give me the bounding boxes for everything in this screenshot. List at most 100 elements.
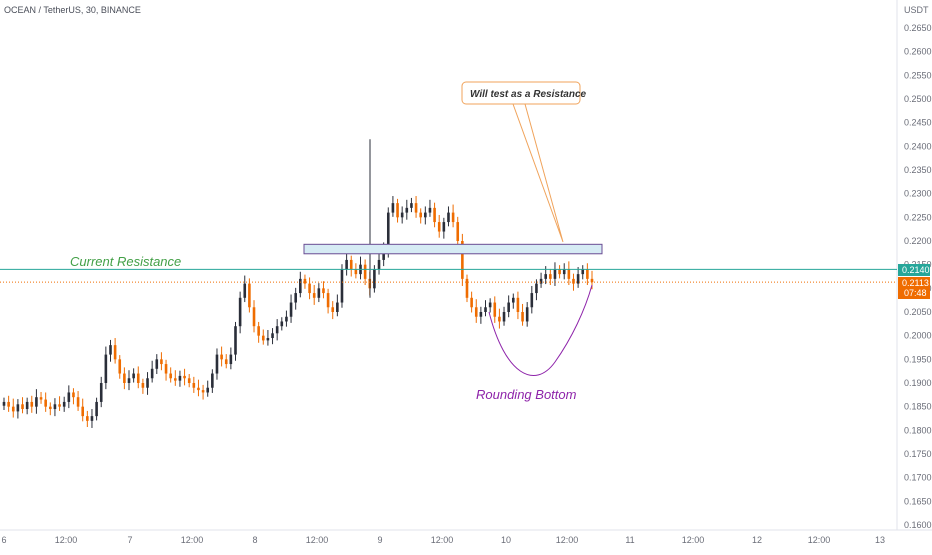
price-tick-label: 0.2250 xyxy=(904,212,932,222)
callout-box[interactable] xyxy=(461,81,581,105)
time-tick-label: 12:00 xyxy=(181,535,204,545)
candle-body xyxy=(62,401,66,407)
candle-body xyxy=(516,297,520,312)
candle-body xyxy=(58,404,61,407)
candle-body xyxy=(252,307,256,327)
candle-body xyxy=(562,269,566,275)
countdown-text: 07:48 xyxy=(904,288,927,298)
candle-body xyxy=(410,203,413,208)
candle-body xyxy=(456,222,460,241)
time-tick-label: 7 xyxy=(127,535,132,545)
candle-body xyxy=(53,404,57,410)
price-tick-label: 0.2550 xyxy=(904,70,932,80)
price-tick-label: 0.2400 xyxy=(904,141,932,151)
price-tick-label: 0.2000 xyxy=(904,331,932,341)
candle-body xyxy=(576,274,580,284)
price-tick-label: 0.1700 xyxy=(904,473,932,483)
time-axis[interactable]: 6 12:00 7 12:00 8 12:00 9 12:00 10 12:00 11 12:00 12… xyxy=(1,535,885,545)
candle-body xyxy=(363,264,367,279)
price-tick-label: 0.2500 xyxy=(904,94,932,104)
candle-body xyxy=(243,283,247,298)
candle-body xyxy=(16,404,20,412)
candle-body xyxy=(581,269,585,275)
candle-body xyxy=(544,274,548,279)
candle-body xyxy=(266,338,270,341)
time-tick-label: 6 xyxy=(1,535,6,545)
price-tick-label: 0.1800 xyxy=(904,425,932,435)
rounding-bottom-curve[interactable] xyxy=(488,284,593,376)
time-tick-label: 8 xyxy=(252,535,257,545)
time-tick-label: 9 xyxy=(377,535,382,545)
candle-body xyxy=(424,212,427,218)
candle-body xyxy=(502,312,506,322)
candle-body xyxy=(81,406,85,417)
candle-body xyxy=(261,335,265,341)
candle-body xyxy=(498,316,501,322)
candle-body xyxy=(136,373,140,383)
current-price-badge xyxy=(898,277,930,299)
candle-body xyxy=(132,373,135,379)
candle-body xyxy=(553,269,557,279)
candle-body xyxy=(382,250,385,260)
candle-body xyxy=(461,241,464,279)
candle-body xyxy=(493,302,497,317)
candle-body xyxy=(400,212,404,218)
candle-body xyxy=(488,302,492,308)
candle-body xyxy=(178,375,182,381)
candle-body xyxy=(127,378,131,383)
candle-body xyxy=(95,401,98,417)
candle-body xyxy=(317,288,321,298)
candle-body xyxy=(535,283,538,294)
candle-body xyxy=(271,333,274,339)
candle-body xyxy=(474,307,478,317)
candle-body xyxy=(109,345,112,355)
candle-body xyxy=(285,316,288,322)
candle-body xyxy=(414,203,418,213)
price-tick-label: 0.1900 xyxy=(904,378,932,388)
candle-body xyxy=(183,375,186,379)
time-tick-label: 12:00 xyxy=(682,535,705,545)
resistance-zone[interactable] xyxy=(303,243,603,255)
candle-body xyxy=(451,212,455,223)
candle-body xyxy=(99,383,103,402)
time-tick-label: 12:00 xyxy=(556,535,579,545)
candle-body xyxy=(303,278,307,284)
candle-body xyxy=(187,378,191,383)
candles-group xyxy=(2,139,594,428)
price-tick-label: 0.2600 xyxy=(904,47,932,57)
callout-text: Will test as a Resistance xyxy=(470,89,587,100)
candle-body xyxy=(146,378,149,388)
candle-body xyxy=(248,283,251,308)
candle-body xyxy=(39,397,43,400)
candle-body xyxy=(160,359,163,365)
candle-body xyxy=(479,312,483,317)
candle-body xyxy=(224,359,228,365)
candle-body xyxy=(349,259,353,270)
candle-body xyxy=(345,259,348,270)
candle-body xyxy=(419,212,422,218)
candle-body xyxy=(525,307,529,322)
currency-label: USDT xyxy=(904,5,929,15)
price-tick-label: 0.1650 xyxy=(904,496,932,506)
candle-body xyxy=(331,307,335,312)
price-tick-label: 0.2450 xyxy=(904,118,932,128)
candle-body xyxy=(280,321,284,327)
candle-body xyxy=(586,269,589,279)
candle-body xyxy=(294,293,297,303)
candle-body xyxy=(340,269,344,303)
candle-body xyxy=(530,293,534,308)
time-tick-label: 12:00 xyxy=(808,535,831,545)
candle-body xyxy=(201,390,205,393)
candle-body xyxy=(215,354,219,374)
price-tick-label: 0.2200 xyxy=(904,236,932,246)
price-tick-label: 0.2300 xyxy=(904,189,932,199)
candle-body xyxy=(7,401,10,407)
candle-body xyxy=(289,302,293,317)
candle-body xyxy=(234,326,237,355)
candle-body xyxy=(470,297,473,308)
candle-body xyxy=(521,312,524,322)
resistance-price-text: 0.2140 xyxy=(902,265,930,275)
candle-body xyxy=(590,278,594,283)
